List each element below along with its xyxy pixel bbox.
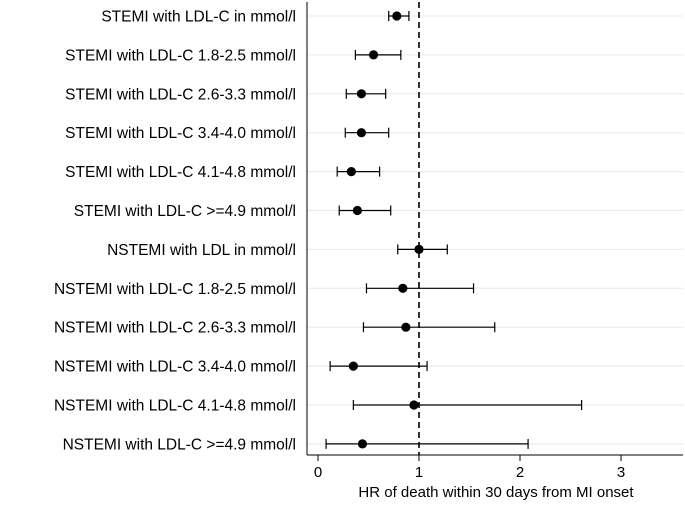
confidence-interval: [352, 400, 583, 410]
x-tick-label: 2: [516, 464, 524, 481]
row-label: STEMI with LDL-C 3.4-4.0 mmol/l: [65, 125, 296, 142]
row-label: NSTEMI with LDL-C >=4.9 mmol/l: [63, 436, 296, 453]
row-label: NSTEMI with LDL-C 2.6-3.3 mmol/l: [54, 320, 296, 337]
confidence-interval: [325, 438, 529, 449]
hazard-ratio-point: [409, 400, 419, 410]
confidence-interval: [362, 322, 496, 333]
x-axis-label: HR of death within 30 days from MI onset: [358, 484, 634, 501]
axes: [306, 2, 683, 456]
hazard-ratio-point: [392, 11, 402, 21]
hazard-ratio-point: [352, 205, 362, 216]
hazard-ratio-point: [356, 128, 367, 138]
row-label: STEMI with LDL-C >=4.9 mmol/l: [74, 203, 296, 220]
x-axis-ticks: 0 1 2 3: [314, 455, 625, 481]
confidence-interval: [329, 361, 428, 372]
x-tick-label: 0: [314, 464, 322, 481]
hazard-ratio-point: [357, 439, 368, 449]
confidence-interval: [338, 205, 392, 216]
confidence-interval: [336, 166, 381, 177]
confidence-interval: [365, 283, 475, 294]
hazard-ratio-points: [346, 11, 424, 449]
row-label: NSTEMI with LDL-C 1.8-2.5 mmol/l: [54, 281, 296, 298]
hazard-ratio-point: [414, 244, 424, 254]
hazard-ratio-point: [356, 89, 367, 99]
confidence-interval: [344, 127, 390, 138]
hazard-ratio-point: [348, 361, 358, 371]
hazard-ratio-point: [368, 50, 379, 60]
row-label: STEMI with LDL-C 2.6-3.3 mmol/l: [65, 86, 296, 103]
row-label: STEMI with LDL-C in mmol/l: [101, 9, 296, 26]
hazard-ratio-point: [398, 283, 408, 293]
row-label: STEMI with LDL-C 4.1-4.8 mmol/l: [65, 164, 296, 181]
x-tick-label: 3: [617, 464, 625, 481]
row-label: STEMI with LDL-C 1.8-2.5 mmol/l: [65, 47, 296, 64]
row-label: NSTEMI with LDL-C 3.4-4.0 mmol/l: [54, 359, 296, 376]
row-labels: STEMI with LDL-C in mmol/l STEMI with LDL…: [54, 9, 296, 454]
hazard-ratio-point: [346, 167, 356, 177]
x-tick-label: 1: [415, 464, 423, 481]
confidence-intervals: [325, 11, 583, 449]
gridlines: [307, 15, 683, 445]
row-label: NSTEMI with LDL in mmol/l: [107, 242, 296, 259]
row-label: NSTEMI with LDL-C 4.1-4.8 mmol/l: [54, 398, 296, 415]
hazard-ratio-point: [401, 322, 411, 332]
